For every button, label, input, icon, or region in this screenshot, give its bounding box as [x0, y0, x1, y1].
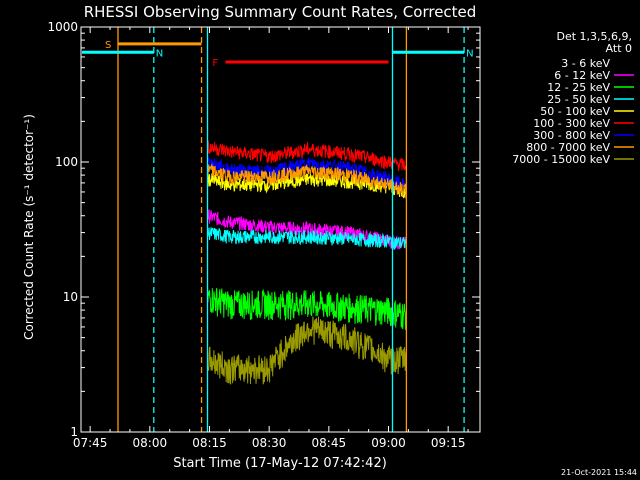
footer-date: 21-Oct-2021 15:44 [561, 468, 637, 477]
series-line-3 [207, 225, 407, 250]
interval-label-2: N [466, 48, 473, 59]
series-line-0 [207, 183, 407, 217]
legend-label-2: 12 - 25 keV [547, 81, 610, 94]
legend-label-7: 800 - 7000 keV [526, 141, 610, 154]
series-line-2 [207, 285, 407, 330]
series-line-8 [207, 316, 407, 385]
plot-layer: S N N F [82, 27, 474, 432]
x-axis-label: Start Time (17-May-12 07:42:42) [173, 456, 387, 471]
x-tick-label-3: 08:30 [252, 436, 287, 450]
chart-title: RHESSI Observing Summary Count Rates, Co… [84, 3, 477, 21]
y-tick-label-1: 10 [63, 290, 78, 304]
legend-label-3: 25 - 50 keV [547, 93, 610, 106]
legend-label-5: 100 - 300 keV [533, 117, 610, 130]
x-tick-label-2: 08:15 [192, 436, 227, 450]
legend-label-6: 300 - 800 keV [533, 129, 610, 142]
series-line-6 [207, 157, 407, 191]
interval-label-0: S [105, 40, 111, 51]
legend-label-0: 3 - 6 keV [561, 57, 610, 70]
series-line-5 [207, 140, 407, 171]
x-tick-label-1: 08:00 [133, 436, 168, 450]
plot-frame [80, 26, 481, 433]
legend-header-line-2: Att 0 [606, 42, 632, 55]
interval-label-1: N [156, 48, 163, 59]
x-tick-label-6: 09:15 [431, 436, 466, 450]
legend-label-8: 7000 - 15000 keV [512, 153, 610, 166]
interval-label-3: F [212, 58, 218, 69]
series-line-7 [207, 162, 407, 197]
series-line-4 [207, 172, 407, 199]
y-axis-label: Corrected Count Rate (s⁻¹ detector⁻¹) [22, 114, 36, 340]
y-tick-label-2: 100 [55, 155, 78, 169]
x-tick-label-5: 09:00 [371, 436, 406, 450]
legend-label-1: 6 - 12 keV [554, 69, 610, 82]
y-tick-label-0: 1 [70, 425, 78, 439]
legend-header-line-1: Det 1,3,5,6,9, [556, 30, 632, 43]
axis-layer: 07:45 08:00 08:15 08:30 08:45 09:00 09:15 1 10 10… [47, 20, 481, 450]
y-tick-label-3: 1000 [47, 20, 78, 34]
legend-label-4: 50 - 100 keV [540, 105, 610, 118]
x-tick-label-0: 07:45 [73, 436, 108, 450]
x-tick-label-4: 08:45 [312, 436, 347, 450]
